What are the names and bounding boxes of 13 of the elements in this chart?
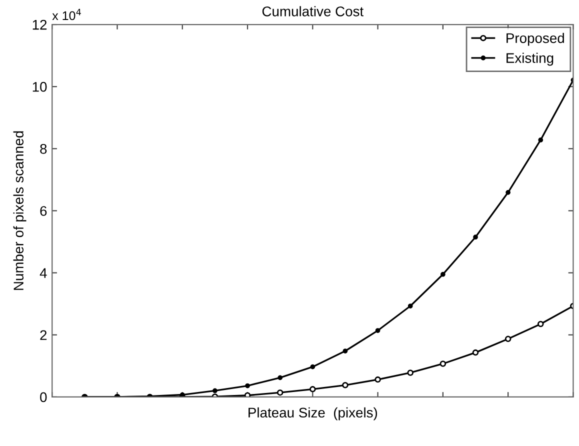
y-tick-label: 2 [40, 330, 47, 340]
text: x 10$^{4}$ [52, 8, 81, 20]
chart-title: Cumulative Cost [262, 6, 364, 16]
y-tick-label: 0 [40, 392, 47, 402]
y-tick-label: 10 [32, 82, 47, 92]
y-axis-title: Number of pixels scanned [13, 131, 26, 290]
y-tick-label: 8 [40, 144, 47, 154]
y-tick-label: 12 [32, 20, 47, 30]
legend-label: Existing [506, 52, 554, 66]
legend-label: Proposed [506, 32, 564, 46]
y-tick-label: 6 [40, 206, 47, 216]
x-axis-title: Plateau Size (pixels) [248, 407, 378, 420]
y-tick-label: 4 [40, 268, 47, 278]
